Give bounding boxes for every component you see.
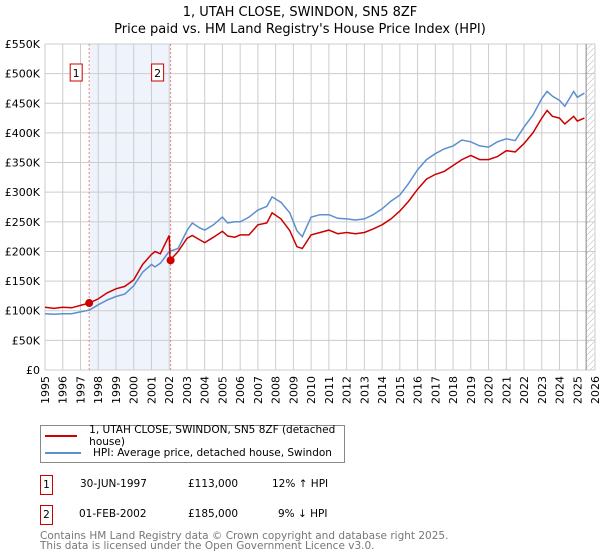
x-tick-label: 2013: [358, 376, 371, 404]
x-tick-label: 2000: [128, 376, 141, 404]
hpi-line: [44, 89, 585, 316]
x-tick-label: 2006: [234, 376, 247, 404]
x-tick-label: 2010: [305, 376, 318, 404]
x-tick-label: 1996: [57, 376, 70, 404]
x-tick-label: 2011: [323, 376, 336, 404]
table-row: 2 01-FEB-2002 £185,000 9% ↓ HPI: [40, 505, 440, 525]
x-tick-label: 1999: [110, 376, 123, 404]
legend-label-property: 1, UTAH CLOSE, SWINDON, SN5 8ZF (detache…: [89, 424, 336, 448]
chart-title: 1, UTAH CLOSE, SWINDON, SN5 8ZF Price pa…: [0, 4, 600, 38]
x-tick-label: 2004: [199, 376, 212, 404]
chart-plot: 1995 1996 1997 1998 1999 2000 2001 2002 2003 2004…: [5, 38, 600, 404]
y-tick-label: £550K: [5, 38, 41, 51]
sale-hpi-diff: 12% ↑ HPI: [272, 478, 329, 490]
x-tick-label: 2026: [589, 376, 600, 404]
x-tick-label: 2008: [270, 376, 283, 404]
x-tick-label: 2021: [500, 376, 513, 404]
property-price-line: [44, 109, 585, 310]
sale-badge: 2: [40, 505, 53, 525]
y-tick-label: £350K: [5, 157, 41, 170]
sale-label-box: [69, 63, 83, 82]
x-tick-label: 2003: [181, 376, 194, 404]
x-tick-label: 1998: [92, 376, 105, 404]
x-tick-label: 2019: [465, 376, 478, 404]
sale-price: £113,000: [188, 478, 239, 490]
x-tick-label: 2007: [252, 376, 265, 404]
x-tick-label: 2023: [536, 376, 549, 404]
x-tick-label: 2002: [163, 376, 176, 404]
y-tick-label: £50K: [12, 334, 41, 347]
footer: Contains HM Land Registry data © Crown c…: [40, 530, 449, 552]
x-tick-label: 2015: [394, 376, 407, 404]
legend-swatch-hpi: [45, 452, 81, 454]
sale-label-box: [151, 63, 165, 82]
x-tick-label: 2009: [287, 376, 300, 404]
sale-date: 01-FEB-2002: [79, 508, 147, 520]
sale-label: 2: [154, 67, 161, 80]
y-tick-label: £150K: [5, 275, 41, 288]
x-tick-label: 1995: [39, 376, 52, 404]
x-tick-label: 2025: [571, 376, 584, 404]
y-tick-label: £100K: [5, 305, 41, 318]
sale-point: [85, 299, 94, 308]
x-tick-label: 2005: [216, 376, 229, 404]
y-tick-label: £300K: [5, 186, 41, 199]
footer-copyright: Contains HM Land Registry data © Crown c…: [40, 530, 449, 542]
x-tick-label: 2017: [429, 376, 442, 404]
x-tick-label: 2020: [483, 376, 496, 404]
y-tick-label: £500K: [5, 68, 41, 81]
sale-point: [166, 256, 175, 265]
sale-period-shade: [89, 44, 171, 370]
x-tick-label: 2022: [518, 376, 531, 404]
x-tick-label: 2018: [447, 376, 460, 404]
legend-swatch-property: [45, 435, 78, 437]
x-tick-label: 2001: [145, 376, 158, 404]
title-line-2: Price paid vs. HM Land Registry's House …: [114, 22, 486, 37]
x-tick-label: 2016: [412, 376, 425, 404]
y-tick-label: £0: [26, 364, 40, 377]
x-tick-label: 1997: [74, 376, 87, 404]
sale-label: 1: [73, 67, 80, 80]
table-row: 1 30-JUN-1997 £113,000 12% ↑ HPI: [40, 475, 440, 495]
sale-badge: 1: [40, 475, 53, 495]
sale-hpi-diff: 9% ↓ HPI: [278, 508, 328, 520]
x-tick-label: 2014: [376, 376, 389, 404]
y-tick-label: £250K: [5, 216, 41, 229]
title-line-1: 1, UTAH CLOSE, SWINDON, SN5 8ZF: [182, 5, 418, 20]
forecast-hatch: [586, 44, 595, 370]
footer-licence: This data is licensed under the Open Gov…: [40, 540, 375, 552]
x-tick-label: 2024: [554, 376, 567, 404]
sale-price: £185,000: [188, 508, 239, 520]
legend-label-hpi: HPI: Average price, detached house, Swin…: [93, 447, 332, 459]
legend-item-hpi: HPI: Average price, detached house, Swin…: [45, 445, 332, 461]
y-tick-label: £400K: [5, 127, 41, 140]
sale-date: 30-JUN-1997: [80, 478, 147, 490]
y-tick-label: £450K: [5, 97, 41, 110]
x-tick-label: 2012: [341, 376, 354, 404]
legend: 1, UTAH CLOSE, SWINDON, SN5 8ZF (detache…: [40, 424, 345, 463]
legend-item-property: 1, UTAH CLOSE, SWINDON, SN5 8ZF (detache…: [45, 424, 344, 448]
y-tick-label: £200K: [5, 245, 41, 258]
